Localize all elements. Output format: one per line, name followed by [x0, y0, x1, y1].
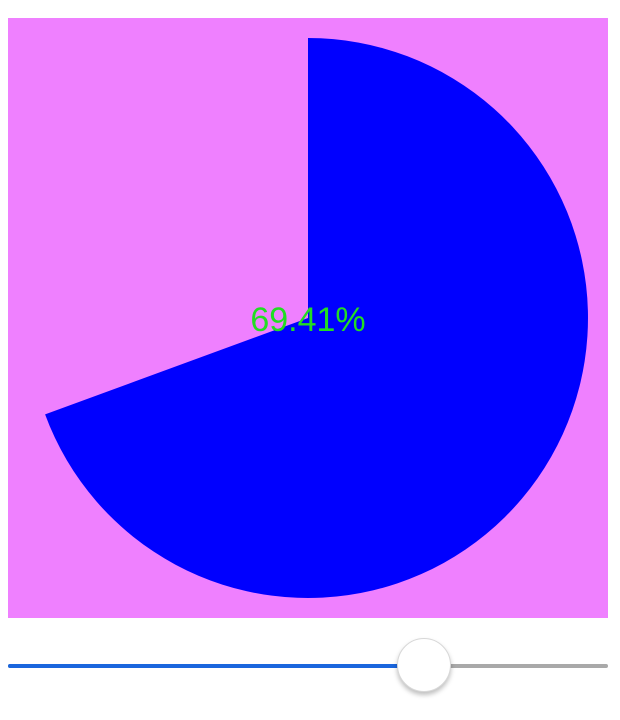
percent-slider[interactable] [8, 630, 608, 700]
percent-label: 69.41% [250, 301, 366, 339]
slider-thumb[interactable] [397, 638, 452, 692]
pie-filled-slice [45, 38, 588, 599]
progress-pie-chart [8, 18, 608, 618]
slider-active-track[interactable] [8, 664, 425, 668]
progress-pie-panel: 69.41% [8, 18, 608, 618]
